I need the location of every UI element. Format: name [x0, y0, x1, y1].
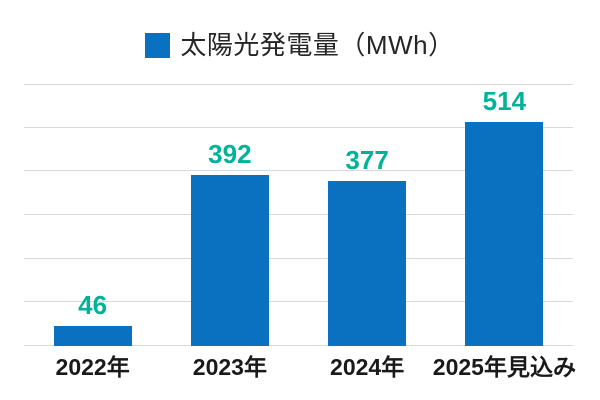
bar — [328, 181, 407, 346]
bar-value-label: 377 — [345, 145, 389, 176]
legend-swatch-icon — [145, 32, 171, 58]
gridline — [24, 84, 573, 85]
plot-area: 46 2022年 392 2023年 377 2024年 514 2025年見込み — [24, 84, 576, 379]
bar — [53, 325, 132, 346]
bar — [465, 121, 544, 346]
gridline — [24, 170, 573, 172]
bar-value-label: 46 — [78, 289, 108, 320]
gridline — [24, 257, 573, 259]
bar-value-label: 514 — [482, 85, 527, 116]
x-axis-label: 2022年 — [55, 354, 130, 380]
gridline — [24, 126, 573, 128]
bar-value-label: 392 — [208, 138, 252, 169]
bar — [190, 174, 269, 346]
gridline — [24, 214, 573, 215]
x-axis-label: 2023年 — [192, 354, 267, 380]
x-axis-label: 2024年 — [330, 354, 405, 380]
gridline — [24, 345, 573, 346]
legend-label: 太陽光発電量（MWh） — [180, 30, 455, 60]
legend: 太陽光発電量（MWh） — [0, 29, 600, 61]
x-axis-label: 2025年見込み — [432, 354, 576, 380]
gridline — [24, 301, 573, 303]
